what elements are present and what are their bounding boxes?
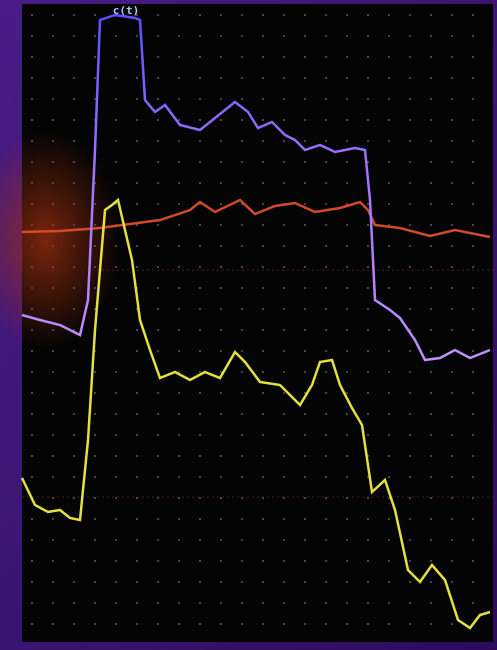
yellow-trace xyxy=(20,197,491,630)
red-trace xyxy=(21,198,491,239)
trace-label: c(t) xyxy=(113,4,140,17)
glare xyxy=(0,130,120,350)
grid-dots xyxy=(22,4,493,642)
purple-trace xyxy=(21,13,491,362)
